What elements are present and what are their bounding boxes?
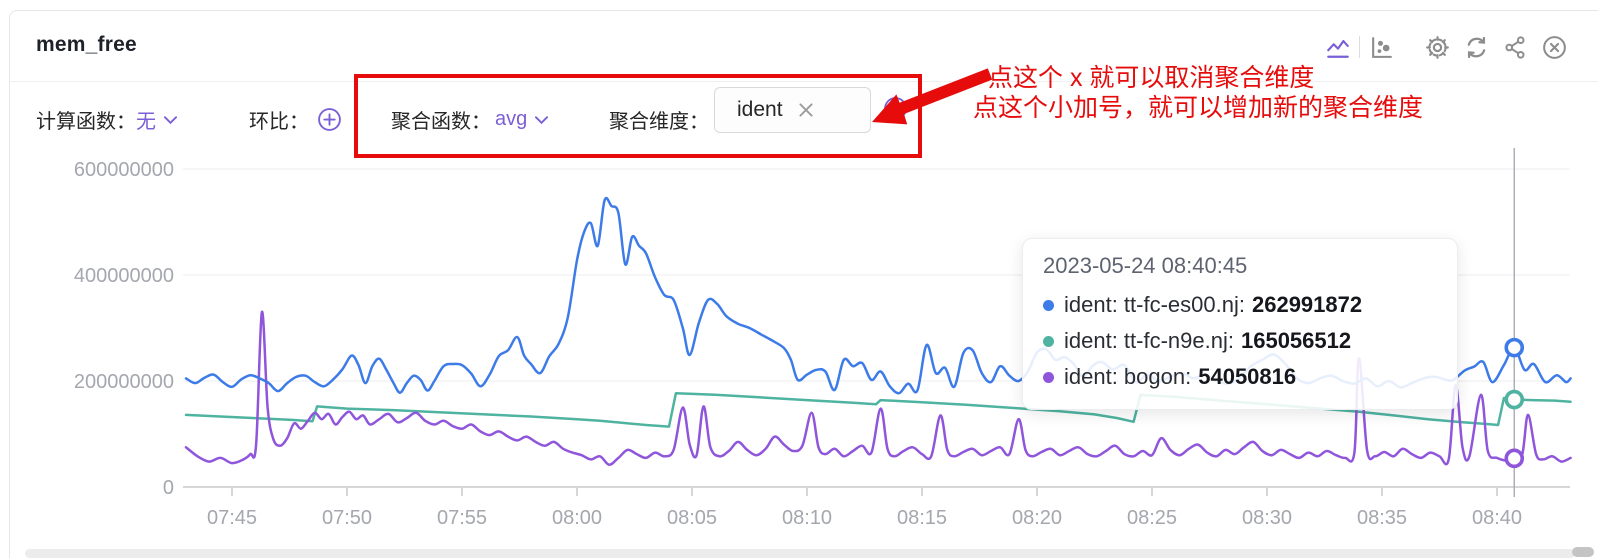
refresh-icon[interactable] (1461, 32, 1491, 62)
series-dot-purple (1043, 371, 1054, 383)
agg-fn-control: 聚合函数： avg (391, 105, 549, 134)
svg-text:07:55: 07:55 (437, 507, 487, 529)
svg-text:0: 0 (163, 477, 174, 499)
tooltip-row: ident: tt-fc-es00.nj: 262991872 (1043, 287, 1437, 323)
svg-text:08:05: 08:05 (667, 507, 717, 529)
query-controls: 计算函数： 无 环比： 聚合函数： avg (10, 81, 1598, 161)
svg-text:08:20: 08:20 (1012, 507, 1062, 529)
svg-text:200000000: 200000000 (74, 371, 174, 393)
ring-ratio-control: 环比： (249, 105, 342, 134)
dimension-tag-label: ident (737, 98, 783, 121)
scrollbar-track[interactable] (25, 549, 1575, 558)
page-title: mem_free (36, 33, 137, 56)
chevron-down-icon (534, 108, 549, 131)
calc-fn-control: 计算函数： 无 (36, 105, 178, 134)
tooltip-row-label: ident: tt-fc-n9e.nj: (1064, 328, 1234, 353)
svg-text:08:10: 08:10 (782, 507, 832, 529)
tooltip-row-value: 262991872 (1251, 292, 1363, 317)
agg-fn-dropdown[interactable]: avg (495, 108, 549, 131)
svg-text:400000000: 400000000 (74, 265, 174, 287)
chart-tooltip: 2023-05-24 08:40:45 ident: tt-fc-es00.nj… (1022, 238, 1458, 410)
tooltip-row-label: ident: tt-fc-es00.nj: (1064, 292, 1245, 317)
svg-text:08:25: 08:25 (1127, 507, 1177, 529)
svg-text:08:35: 08:35 (1357, 507, 1407, 529)
agg-dim-control: 聚合维度： (609, 105, 709, 134)
svg-text:08:00: 08:00 (552, 507, 602, 529)
calc-fn-value: 无 (136, 111, 156, 133)
svg-text:600000000: 600000000 (74, 159, 174, 181)
calc-fn-label: 计算函数： (36, 111, 136, 133)
toolbar-divider (1359, 36, 1360, 58)
agg-fn-value: avg (495, 108, 528, 130)
card-toolbar (1323, 31, 1569, 63)
svg-text:08:40: 08:40 (1472, 507, 1522, 529)
share-icon[interactable] (1500, 32, 1530, 62)
card-header: mem_free (10, 11, 1598, 82)
calc-fn-dropdown[interactable]: 无 (136, 105, 178, 134)
scatter-chart-icon[interactable] (1366, 32, 1396, 62)
ring-ratio-label: 环比： (249, 111, 309, 133)
tooltip-row-value: 165056512 (1240, 328, 1352, 353)
remove-dimension-icon[interactable] (797, 101, 815, 119)
svg-text:07:50: 07:50 (322, 507, 372, 529)
svg-text:07:45: 07:45 (207, 507, 257, 529)
chevron-down-icon (163, 108, 178, 131)
close-icon[interactable] (1539, 32, 1569, 62)
dimension-tag-ident[interactable]: ident (714, 87, 871, 133)
ring-ratio-add-button[interactable] (317, 107, 342, 132)
tooltip-row: ident: tt-fc-n9e.nj: 165056512 (1043, 323, 1437, 359)
line-chart-icon[interactable] (1323, 32, 1353, 62)
gear-icon[interactable] (1422, 32, 1452, 62)
tooltip-row: ident: bogon: 54050816 (1043, 359, 1437, 395)
series-dot-teal (1043, 335, 1054, 347)
tooltip-row-label: ident: bogon: (1064, 364, 1192, 389)
series-dot-blue (1043, 299, 1054, 311)
svg-text:08:30: 08:30 (1242, 507, 1292, 529)
agg-dim-label: 聚合维度： (609, 111, 709, 133)
agg-fn-label: 聚合函数： (391, 111, 491, 133)
tooltip-timestamp: 2023-05-24 08:40:45 (1043, 253, 1248, 278)
svg-text:08:15: 08:15 (897, 507, 947, 529)
tooltip-row-value: 54050816 (1198, 364, 1297, 389)
scrollbar-thumb[interactable] (1572, 547, 1594, 557)
